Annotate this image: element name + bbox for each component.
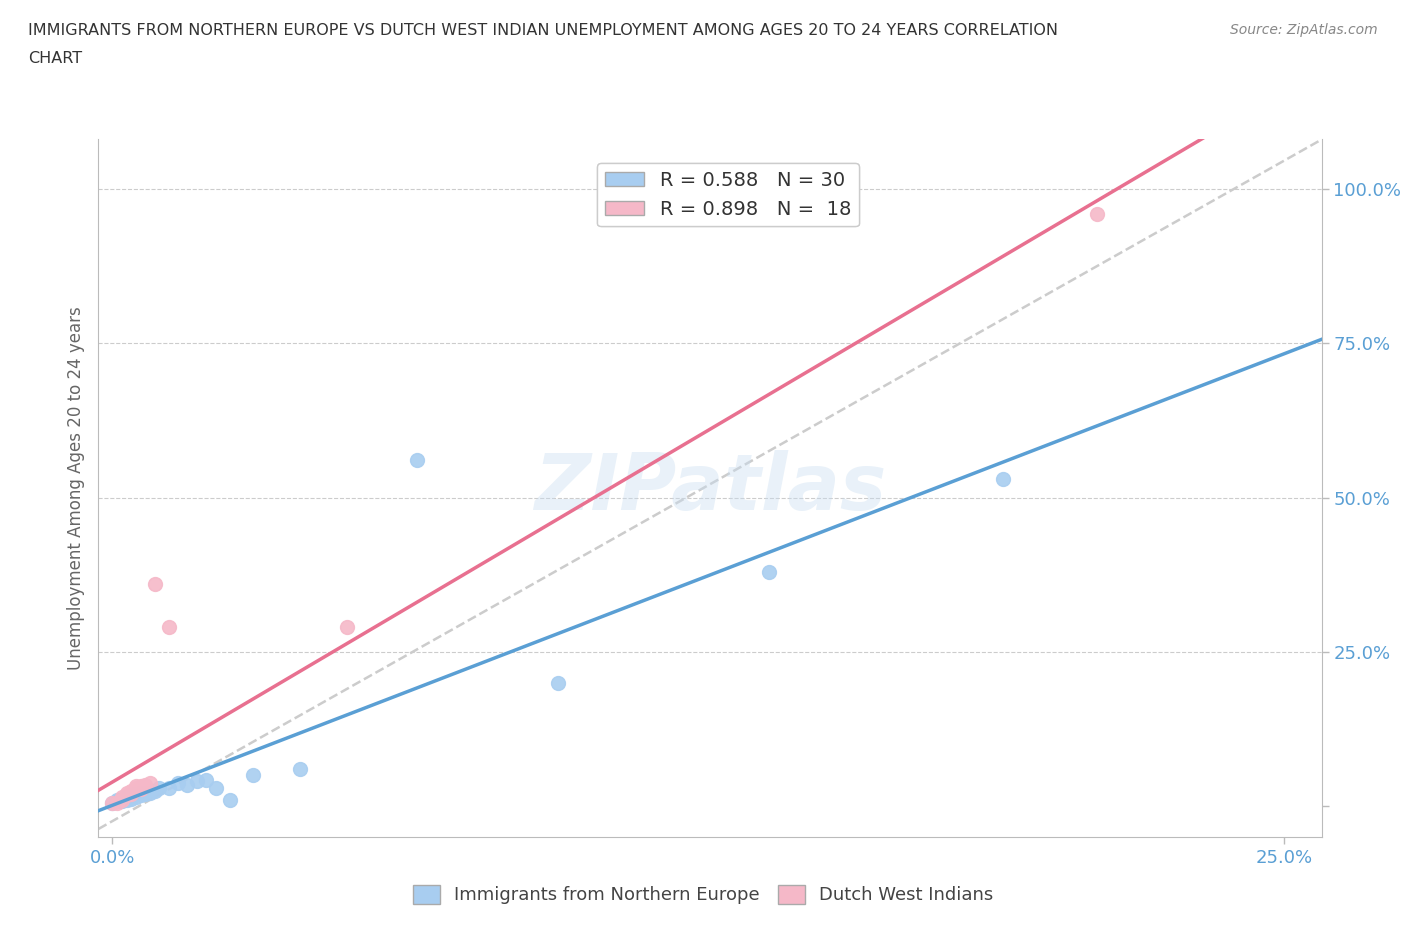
Point [125, 779, 148, 794]
Text: ZIPatlas: ZIPatlas [534, 450, 886, 526]
Point [758, 565, 780, 579]
Point [547, 675, 569, 690]
Point [111, 790, 134, 804]
Point [125, 790, 148, 804]
Point [195, 773, 218, 788]
Point [139, 785, 162, 800]
Point [105, 795, 128, 810]
Point [204, 780, 226, 795]
Point [129, 785, 152, 800]
Point [157, 619, 180, 634]
Point [101, 795, 124, 810]
Legend: R = 0.588   N = 30, R = 0.898   N =  18: R = 0.588 N = 30, R = 0.898 N = 18 [598, 163, 859, 226]
Text: Source: ZipAtlas.com: Source: ZipAtlas.com [1230, 23, 1378, 37]
Point [242, 768, 264, 783]
Point [336, 619, 359, 634]
Point [991, 472, 1014, 486]
Point [101, 795, 124, 810]
Point [288, 762, 311, 777]
Point [134, 787, 156, 802]
Point [120, 788, 142, 803]
Point [176, 777, 198, 792]
Point [111, 794, 134, 809]
Point [105, 792, 128, 807]
Point [143, 577, 166, 591]
Point [120, 783, 142, 798]
Point [115, 792, 138, 807]
Point [148, 780, 170, 795]
Text: IMMIGRANTS FROM NORTHERN EUROPE VS DUTCH WEST INDIAN UNEMPLOYMENT AMONG AGES 20 : IMMIGRANTS FROM NORTHERN EUROPE VS DUTCH… [28, 23, 1059, 38]
Point [186, 774, 208, 789]
Legend: Immigrants from Northern Europe, Dutch West Indians: Immigrants from Northern Europe, Dutch W… [405, 878, 1001, 911]
Point [129, 788, 152, 803]
Point [218, 792, 240, 807]
Point [115, 785, 138, 800]
Point [125, 780, 148, 795]
Point [115, 788, 138, 803]
Point [105, 794, 128, 809]
Point [111, 792, 134, 807]
Point [406, 453, 429, 468]
Y-axis label: Unemployment Among Ages 20 to 24 years: Unemployment Among Ages 20 to 24 years [66, 306, 84, 671]
Point [129, 779, 152, 794]
Point [157, 780, 180, 795]
Point [115, 790, 138, 804]
Point [134, 777, 156, 792]
Point [111, 791, 134, 806]
Point [143, 783, 166, 798]
Point [1085, 206, 1108, 221]
Point [120, 787, 142, 802]
Point [125, 787, 148, 802]
Text: CHART: CHART [28, 51, 82, 66]
Point [129, 781, 152, 796]
Point [139, 776, 162, 790]
Point [167, 776, 190, 790]
Point [120, 791, 142, 806]
